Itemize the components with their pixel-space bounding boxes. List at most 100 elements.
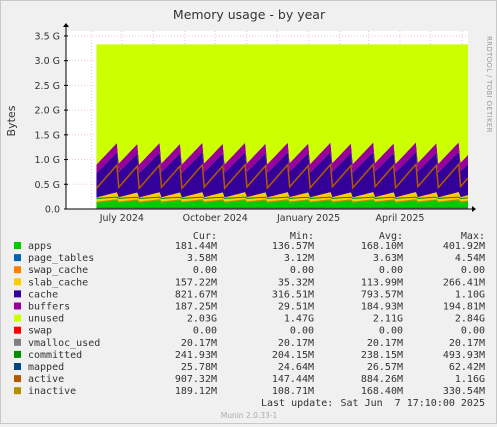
x-tick-label: April 2025 (376, 213, 425, 224)
area-buffers (96, 142, 468, 174)
legend-swatch (14, 254, 21, 262)
legend-value: 0.00 (193, 326, 217, 337)
last-update-value: Sat Jun 7 17:10:00 2025 (341, 398, 486, 409)
legend-value: 401.92M (443, 241, 485, 252)
legend-value: 3.58M (187, 253, 217, 264)
legend-name: swap_cache (28, 265, 88, 276)
legend-name: committed (28, 350, 82, 361)
legend-value: 108.71M (272, 386, 314, 397)
legend-value: 29.51M (278, 302, 314, 313)
stacked-areas (96, 44, 468, 209)
legend-value: 0.00 (461, 265, 485, 276)
y-axis-arrow (63, 23, 69, 27)
x-tick-label: January 2025 (276, 213, 340, 224)
legend-value: 241.93M (175, 350, 217, 361)
line-active (95, 162, 469, 191)
legend-row: swap_cache 0.00 0.00 0.00 0.00 (14, 265, 485, 276)
legend-row: mapped 25.78M 24.64M 26.57M 62.42M (14, 362, 485, 373)
legend-swatch (14, 350, 21, 358)
legend-row: active 907.32M 147.44M 884.26M 1.16G (14, 374, 485, 385)
legend-value: 884.26M (361, 374, 403, 385)
legend-value: 1.47G (284, 314, 314, 325)
legend-value: 168.10M (361, 241, 403, 252)
x-tick-label: July 2024 (99, 213, 144, 224)
legend-value: 3.63M (373, 253, 403, 264)
legend-swatch (14, 326, 21, 334)
legend-row: committed 241.93M 204.15M 238.15M 493.93M (14, 350, 485, 361)
legend-swatch (14, 302, 21, 310)
legend-value: 2.84G (455, 314, 485, 325)
legend-row: slab_cache 157.22M 35.32M 113.99M 266.41M (14, 277, 485, 288)
x-tick-label: October 2024 (183, 213, 248, 224)
legend-value: 187.25M (175, 302, 217, 313)
legend-name: buffers (28, 302, 70, 313)
legend-value: 0.00 (461, 326, 485, 337)
legend-header: Min: (290, 231, 314, 242)
legend-name: slab_cache (28, 277, 88, 288)
legend-value: 24.64M (278, 362, 314, 373)
line-committed (96, 196, 469, 199)
legend-header: Max: (461, 231, 485, 242)
line-inactive (96, 199, 469, 203)
legend-value: 0.00 (193, 265, 217, 276)
legend-value: 168.40M (361, 386, 403, 397)
legend-name: cache (28, 289, 58, 300)
legend-name: swap (28, 326, 52, 337)
legend-value: 0.00 (290, 265, 314, 276)
legend-swatch (14, 375, 21, 383)
area-slab_cache (96, 192, 468, 202)
y-tick-label: 2.5 G (35, 81, 61, 92)
legend-swatch (14, 242, 21, 249)
y-tick-label: 1.5 G (35, 130, 61, 141)
legend-value: 194.81M (443, 302, 485, 313)
x-axis-arrow (472, 206, 476, 212)
legend-value: 238.15M (361, 350, 403, 361)
y-axis-label: Bytes (5, 105, 18, 136)
legend-name: mapped (28, 362, 64, 373)
legend-header: Cur: (193, 231, 217, 242)
legend-swatch (14, 338, 21, 346)
series-lines (95, 162, 469, 209)
legend-row: inactive 189.12M 108.71M 168.40M 330.54M (14, 386, 485, 397)
legend-value: 2.11G (373, 314, 403, 325)
legend-value: 25.78M (181, 362, 217, 373)
legend-name: active (28, 374, 64, 385)
legend-value: 907.32M (175, 374, 217, 385)
legend-row: apps 181.44M 136.57M 168.10M 401.92M (14, 241, 485, 252)
legend-value: 20.17M (181, 338, 217, 349)
chart-title: Memory usage - by year (173, 7, 326, 22)
axes (63, 23, 476, 212)
legend-name: page_tables (28, 253, 94, 264)
y-tick-label: 0.0 (45, 205, 60, 216)
legend-value: 157.22M (175, 277, 217, 288)
y-tick-label: 1.0 G (35, 155, 61, 166)
x-tick-labels: July 2024 October 2024 January 2025 April 2… (99, 213, 425, 224)
legend-row: buffers 187.25M 29.51M 184.93M 194.81M (14, 302, 485, 313)
legend-name: inactive (28, 386, 76, 397)
legend-value: 136.57M (272, 241, 314, 252)
side-label: RRDTOOL / TOBI OETIKER (485, 36, 493, 133)
legend-value: 330.54M (443, 386, 485, 397)
legend-value: 20.17M (278, 338, 314, 349)
legend-value: 316.51M (272, 289, 314, 300)
legend-name: vmalloc_used (28, 338, 100, 349)
legend-swatch (14, 387, 21, 395)
munin-footer: Munin 2.0.33-1 (221, 411, 278, 420)
legend-value: 4.54M (455, 253, 485, 264)
y-tick-label: 0.5 G (35, 180, 61, 191)
legend-value: 0.00 (379, 326, 403, 337)
legend-value: 20.17M (449, 338, 485, 349)
legend-value: 20.17M (367, 338, 403, 349)
legend-value: 113.99M (361, 277, 403, 288)
legend-value: 3.12M (284, 253, 314, 264)
legend-row: vmalloc_used 20.17M 20.17M 20.17M 20.17M (14, 338, 485, 349)
legend-value: 2.03G (187, 314, 217, 325)
last-update-label: Last update: (261, 398, 333, 409)
legend-value: 62.42M (449, 362, 485, 373)
legend-value: 147.44M (272, 374, 314, 385)
legend-name: unused (28, 314, 64, 325)
legend-swatch (14, 266, 21, 274)
legend-name: apps (28, 241, 52, 252)
legend-value: 266.41M (443, 277, 485, 288)
y-tick-labels: 0.0 0.5 G 1.0 G 1.5 G 2.0 G 2.5 G 3.0 G 3.5 G (35, 31, 61, 215)
